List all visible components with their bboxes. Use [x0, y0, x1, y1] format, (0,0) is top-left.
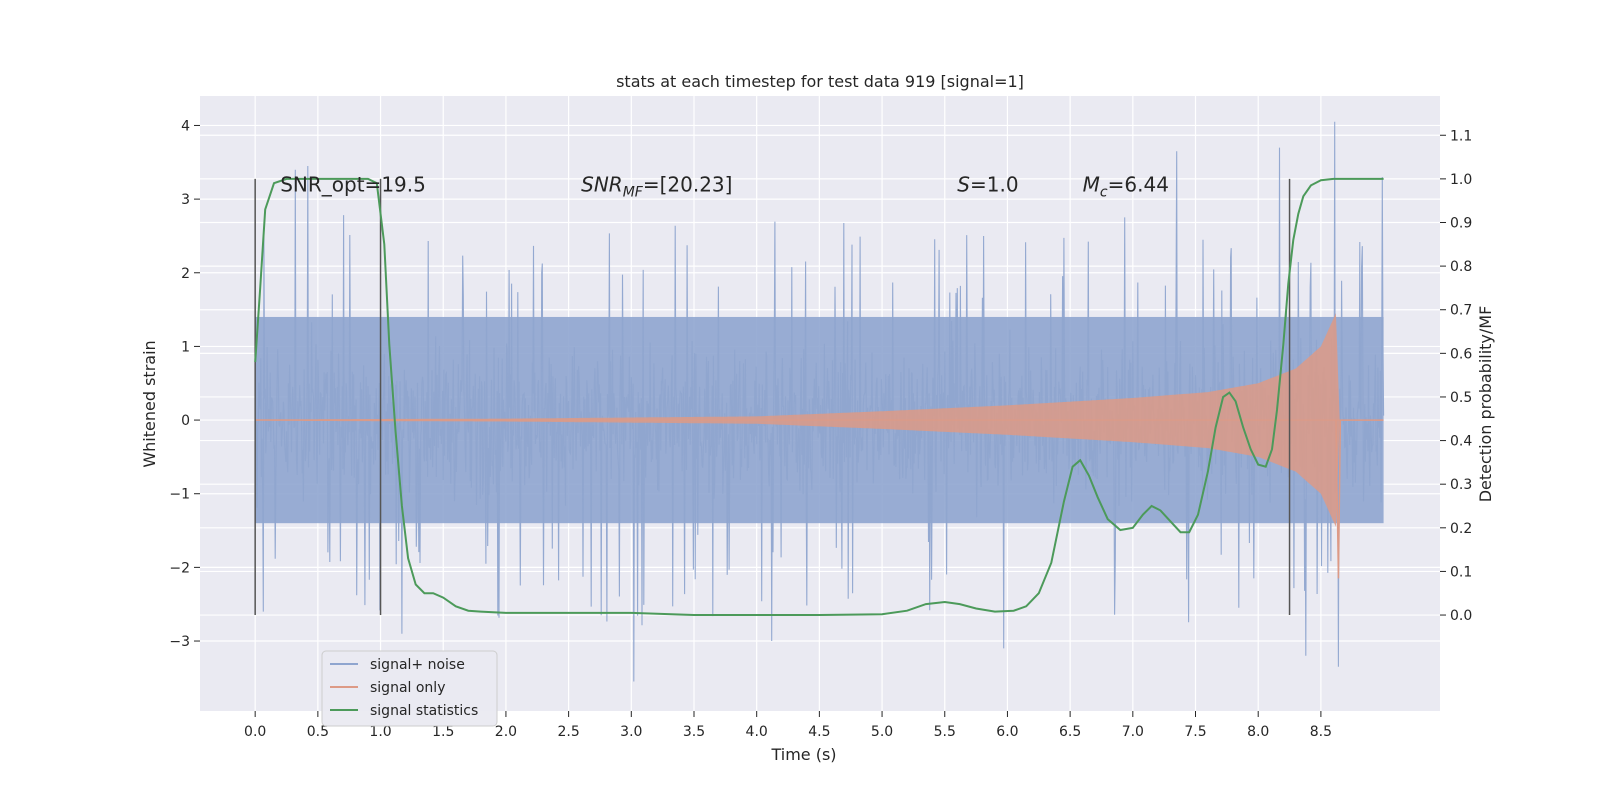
- y-right-tick-label: 1.1: [1450, 128, 1472, 144]
- annotation: SNR_opt=19.5: [280, 172, 426, 196]
- y-tick-label: 3: [181, 192, 190, 208]
- y-right-tick-label: 0.1: [1450, 564, 1472, 580]
- series-signal-noise: [254, 121, 1385, 682]
- legend: signal+ noise signal only signal statistic…: [321, 650, 498, 727]
- y-tick-label: −3: [169, 634, 190, 650]
- annotation: S=1.0: [957, 172, 1018, 196]
- y-right-tick-label: 0.9: [1450, 215, 1472, 231]
- x-tick-label: 7.5: [1184, 724, 1206, 740]
- x-tick-label: 4.5: [808, 724, 830, 740]
- annotation-subscript: MF: [623, 184, 644, 200]
- legend-box: [321, 650, 498, 727]
- legend-label: signal statistics: [370, 703, 478, 719]
- axes: 0.0 0.5 1.0 1.5 2.0 2.5 3.0 3.5 4.0 4.5 5.0 5.5 6.0 6…: [169, 118, 1472, 740]
- x-tick-label: 0.5: [307, 724, 329, 740]
- x-tick-label: 5.5: [934, 724, 956, 740]
- y-tick-label: 2: [181, 266, 190, 282]
- annotation-text: M: [1083, 172, 1100, 196]
- y-right-tick-label: 0.3: [1450, 477, 1472, 493]
- x-tick-label: 6.0: [996, 724, 1018, 740]
- y-axis-label: Whitened strain: [140, 340, 159, 467]
- chart-title: stats at each timestep for test data 919…: [616, 72, 1024, 91]
- x-tick-label: 2.0: [495, 724, 517, 740]
- annotation: SNRMF=[20.23]: [581, 172, 732, 200]
- y-right-tick-label: 0.2: [1450, 521, 1472, 537]
- x-tick-label: 4.0: [746, 724, 768, 740]
- x-tick-label: 2.5: [557, 724, 579, 740]
- y-tick-label: 1: [181, 339, 190, 355]
- x-tick-label: 8.0: [1247, 724, 1269, 740]
- y-tick-label: 0: [181, 413, 190, 429]
- y-axis-label-right: Detection probability/MF: [1476, 306, 1495, 503]
- annotation-subscript: c: [1100, 184, 1108, 200]
- x-tick-label: 0.0: [244, 724, 266, 740]
- x-tick-label: 3.5: [683, 724, 705, 740]
- y-right-tick-label: 0.7: [1450, 303, 1472, 319]
- x-tick-label: 1.5: [432, 724, 454, 740]
- legend-label: signal+ noise: [370, 657, 465, 673]
- annotation-suffix: =[20.23]: [643, 172, 733, 196]
- x-tick-label: 5.0: [871, 724, 893, 740]
- y-right-tick-label: 0.0: [1450, 608, 1472, 624]
- annotation: Mc=6.44: [1083, 172, 1169, 200]
- annotation-text: SNR: [581, 172, 623, 196]
- annotations: SNR_opt=19.5 SNRMF=[20.23] S=1.0 Mc=6.44: [280, 172, 1169, 200]
- x-axis-label: Time (s): [770, 745, 836, 764]
- legend-label: signal only: [370, 680, 445, 696]
- series-signal-statistics: [254, 177, 1384, 616]
- x-tick-label: 8.5: [1310, 724, 1332, 740]
- annotation-text: SNR_opt=19.5: [280, 172, 426, 196]
- data-layer: [254, 121, 1385, 682]
- x-tick-label: 7.0: [1122, 724, 1144, 740]
- y-tick-label: −2: [169, 560, 190, 576]
- y-right-tick-label: 0.8: [1450, 259, 1472, 275]
- series-signal-only-merger: [1335, 419, 1384, 579]
- y-right-tick-label: 0.5: [1450, 390, 1472, 406]
- y-tick-label: −1: [169, 487, 190, 503]
- x-tick-label: 3.0: [620, 724, 642, 740]
- y-tick-label: 4: [181, 118, 190, 134]
- y-right-tick-label: 1.0: [1450, 172, 1472, 188]
- annotation-suffix: =6.44: [1108, 172, 1169, 196]
- y-right-tick-label: 0.6: [1450, 346, 1472, 362]
- annotation-suffix: =1.0: [970, 172, 1019, 196]
- annotation-text: S: [957, 172, 970, 196]
- x-tick-label: 6.5: [1059, 724, 1081, 740]
- x-tick-label: 1.0: [369, 724, 391, 740]
- y-right-tick-label: 0.4: [1450, 434, 1472, 450]
